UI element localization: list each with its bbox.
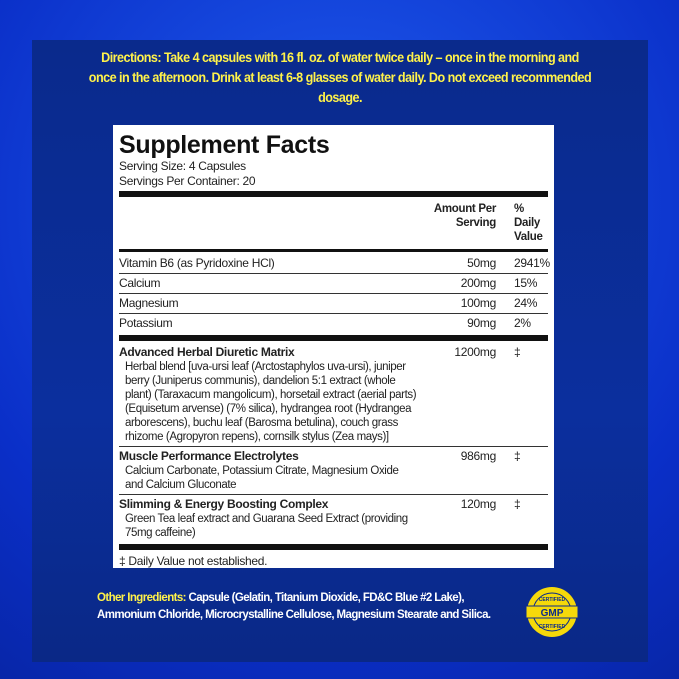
nutrient-row: Potassium 90mg 2%: [119, 314, 548, 333]
column-headers: Amount Per Serving % Daily Value: [119, 199, 548, 247]
divider: [119, 191, 548, 197]
divider: [119, 313, 548, 314]
divider: [119, 446, 548, 447]
blend-dv: ‡: [514, 497, 521, 511]
nutrient-amount: 90mg: [467, 316, 496, 330]
blend-row: Muscle Performance Electrolytes 986mg ‡ Cal…: [119, 447, 548, 494]
servings-per-container: Servings Per Container: 20: [119, 174, 256, 188]
divider: [119, 273, 548, 274]
other-ingredients-label: Other Ingredients:: [97, 592, 186, 604]
nutrient-amount: 50mg: [467, 256, 496, 270]
divider: [119, 494, 548, 495]
badge-band: [525, 605, 579, 619]
blend-description: Green Tea leaf extract and Guarana Seed …: [125, 513, 408, 539]
nutrient-dv: 2%: [514, 316, 531, 330]
nutrient-amount: 200mg: [460, 276, 497, 290]
nutrient-row: Magnesium 100mg 24%: [119, 294, 548, 313]
nutrient-name: Calcium: [119, 276, 161, 290]
divider: [119, 544, 548, 550]
nutrient-name: Potassium: [119, 316, 173, 330]
footnote: ‡ Daily Value not established.: [119, 554, 268, 568]
blend-dv: ‡: [514, 345, 521, 359]
nutrient-row: Vitamin B6 (as Pyridoxine HCl) 50mg 2941%: [119, 254, 550, 273]
directions-text: Directions: Take 4 capsules with 16 fl. …: [88, 49, 592, 105]
col-dv: % Daily Value: [514, 203, 543, 243]
blend-description: Calcium Carbonate, Potassium Citrate, Ma…: [125, 465, 399, 491]
blend-row: Slimming & Energy Boosting Complex 120mg ‡…: [119, 495, 548, 542]
nutrient-dv: 2941%: [514, 256, 550, 270]
divider: [119, 335, 548, 341]
gmp-certified-badge: GMP CERTIFIED CERTIFIED: [525, 587, 579, 637]
blend-row: Advanced Herbal Diuretic Matrix 1200mg ‡ He…: [119, 343, 548, 446]
divider: [119, 249, 548, 252]
blend-name: Advanced Herbal Diuretic Matrix: [119, 345, 295, 359]
nutrient-name: Vitamin B6 (as Pyridoxine HCl): [119, 256, 275, 270]
serving-size: Serving Size: 4 Capsules: [119, 159, 246, 173]
blend-amount: 120mg: [460, 497, 497, 511]
nutrient-dv: 24%: [514, 296, 538, 310]
col-amount: Amount Per Serving: [433, 203, 496, 229]
blend-name: Slimming & Energy Boosting Complex: [119, 497, 329, 511]
badge-top: CERTIFIED: [539, 597, 566, 603]
nutrient-row: Calcium 200mg 15%: [119, 274, 548, 293]
blend-name: Muscle Performance Electrolytes: [119, 449, 299, 463]
facts-title: Supplement Facts: [119, 131, 330, 159]
blend-dv: ‡: [514, 449, 521, 463]
other-ingredients-text: Capsule (Gelatin, Titanium Dioxide, FD&C…: [97, 592, 491, 621]
blend-amount: 986mg: [460, 449, 497, 463]
nutrient-dv: 15%: [514, 276, 538, 290]
supplement-facts-panel: Supplement Facts Serving Size: 4 Capsule…: [113, 125, 554, 568]
badge-gmp: GMP: [541, 608, 564, 619]
nutrient-amount: 100mg: [460, 296, 497, 310]
blend-amount: 1200mg: [454, 345, 496, 359]
nutrient-name: Magnesium: [119, 296, 179, 310]
badge-bottom: CERTIFIED: [539, 624, 566, 630]
other-ingredients: Other Ingredients: Capsule (Gelatin, Tit…: [97, 590, 497, 624]
divider: [119, 293, 548, 294]
blend-description: Herbal blend [uva-ursi leaf (Arctostaphy…: [125, 361, 417, 443]
